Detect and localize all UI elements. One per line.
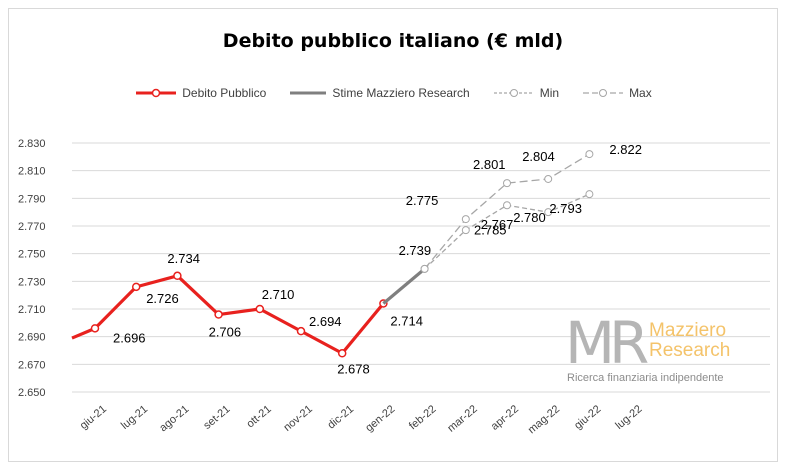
- logo-tagline: Ricerca finanziaria indipendente: [567, 372, 724, 384]
- y-tick-label: 2.690: [18, 332, 46, 344]
- legend-item-max: Max: [581, 86, 652, 100]
- y-tick-label: 2.730: [18, 276, 46, 288]
- data-point: [296, 326, 306, 336]
- x-tick-label: nov-21: [281, 403, 314, 434]
- x-tick-label: ott-21: [244, 403, 273, 430]
- data-point: [461, 215, 470, 224]
- legend-item-stime: Stime Mazziero Research: [288, 86, 470, 100]
- data-label: 2.822: [609, 142, 642, 157]
- data-point: [585, 150, 594, 159]
- data-label: 2.696: [113, 330, 146, 345]
- data-point: [461, 226, 470, 235]
- x-tick-label: gen-22: [363, 403, 397, 434]
- x-tick-label: set-21: [201, 403, 232, 432]
- data-label: 2.726: [146, 291, 179, 306]
- legend-label-debito: Debito Pubblico: [182, 86, 267, 100]
- data-point: [544, 208, 553, 217]
- data-point: [585, 190, 594, 199]
- chart-frame: [8, 8, 778, 462]
- data-point: [255, 304, 265, 314]
- legend-label-max: Max: [629, 86, 652, 100]
- data-label: 2.739: [399, 243, 432, 258]
- y-tick-label: 2.790: [18, 193, 46, 205]
- data-point: [131, 282, 141, 292]
- y-tick-label: 2.750: [18, 249, 46, 261]
- data-point: [337, 349, 347, 358]
- x-tick-label: lug-22: [613, 403, 644, 432]
- data-label: 2.793: [549, 201, 582, 216]
- legend-swatch-stime: [290, 91, 327, 95]
- x-tick-label: mag-22: [526, 403, 562, 436]
- data-point: [420, 264, 429, 273]
- data-label: 2.710: [262, 287, 295, 302]
- data-point: [214, 310, 223, 319]
- data-label: 2.706: [209, 325, 242, 340]
- x-tick-label: giu-22: [572, 403, 603, 432]
- legend-swatch-min: [493, 89, 534, 97]
- data-label: 2.714: [390, 313, 423, 328]
- y-axis-ticks: 2.650 2.670 2.690 2.710 2.730 2.750 2.770 2.790…: [18, 138, 46, 399]
- legend-label-min: Min: [539, 86, 560, 100]
- legend-item-min: Min: [492, 86, 559, 100]
- y-tick-label: 2.830: [18, 138, 46, 150]
- data-label: 2.804: [522, 149, 555, 164]
- y-tick-label: 2.810: [18, 166, 46, 178]
- y-tick-label: 2.710: [18, 304, 46, 316]
- data-label: 2.801: [473, 157, 506, 172]
- data-point: [544, 174, 553, 183]
- chart-title: Debito pubblico italiano (€ mld): [222, 30, 564, 52]
- data-labels: 2.696 2.726 2.734 2.706 2.710 2.694 2.678 2.714…: [113, 142, 642, 376]
- y-tick-label: 2.770: [18, 221, 46, 233]
- legend-swatch-debito: [136, 88, 177, 98]
- series-layer: [71, 150, 594, 358]
- data-label: 2.775: [406, 193, 439, 208]
- y-tick-label: 2.650: [18, 387, 46, 399]
- data-point: [90, 324, 100, 333]
- x-tick-label: ago-21: [157, 403, 191, 434]
- logo-name-line2: Research: [649, 340, 731, 361]
- data-point: [173, 271, 182, 281]
- data-point: [503, 179, 511, 188]
- logo-mark: MR: [565, 309, 649, 377]
- series-line: [382, 267, 426, 305]
- mazziero-logo: MR Mazziero Research Ricerca finanziaria…: [565, 312, 755, 392]
- x-tick-label: apr-22: [489, 403, 521, 433]
- data-label: 2.694: [309, 314, 342, 329]
- data-label: 2.767: [481, 217, 514, 232]
- x-tick-label: giu-21: [78, 403, 109, 432]
- series-line: [424, 153, 590, 270]
- data-point: [503, 201, 511, 210]
- gridlines: [72, 142, 770, 393]
- x-tick-label: mar-22: [445, 403, 479, 435]
- x-tick-label: feb-22: [407, 403, 439, 432]
- x-tick-label: lug-21: [119, 403, 150, 432]
- data-label: 2.785: [474, 222, 507, 237]
- x-tick-label: dic-21: [325, 403, 356, 431]
- legend-swatch-max: [583, 89, 624, 97]
- logo-name-line1: Mazziero: [649, 320, 727, 341]
- y-tick-label: 2.670: [18, 359, 46, 371]
- data-label: 2.734: [167, 251, 200, 266]
- data-label: 2.780: [513, 210, 546, 225]
- x-axis-ticks: giu-21 lug-21 ago-21 set-21 ott-21 nov-21 dic-…: [78, 403, 645, 436]
- data-label: 2.678: [337, 361, 370, 376]
- legend-label-stime: Stime Mazziero Research: [332, 86, 470, 100]
- chart-legend: Debito Pubblico Stime Mazziero Research …: [0, 86, 786, 100]
- legend-item-debito: Debito Pubblico: [134, 86, 266, 100]
